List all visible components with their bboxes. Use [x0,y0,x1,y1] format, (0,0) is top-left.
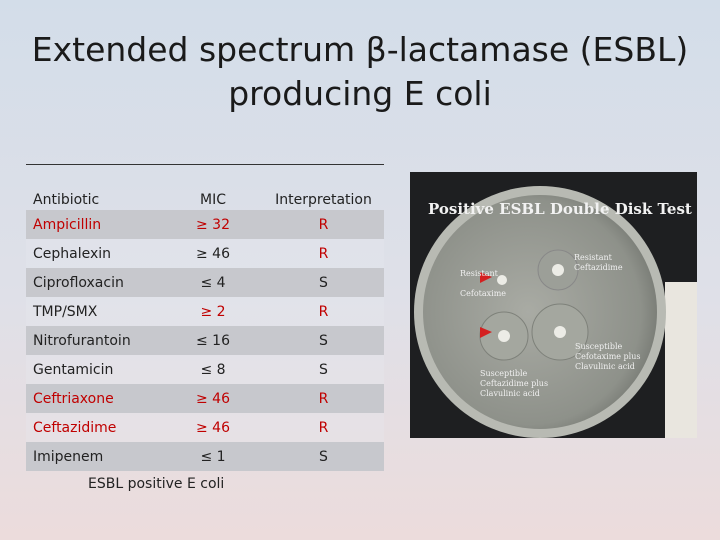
header-cell: Interpretation [275,192,372,208]
cell: ≥ 46 [163,239,263,268]
cell: TMP/SMX [26,297,163,326]
cell: ≥ 2 [163,297,263,326]
photo-label: Clavulinic acid [480,389,540,398]
photo-title: Positive ESBL Double Disk Test [428,200,692,218]
cell: R [263,239,384,268]
arrow [480,272,492,283]
photo-label: Cefotaxime plus [575,352,641,361]
mic-table: Antibiotic MIC Interpretation Ampicillin… [26,176,384,471]
cell: ≤ 4 [163,268,263,297]
cell: R [263,413,384,442]
header-row: Antibiotic MIC Interpretation [26,176,384,210]
photo-label: Ceftazidime plus [480,379,548,388]
cell: ≤ 8 [163,355,263,384]
cell: S [263,355,384,384]
disk [497,275,507,285]
row: Ampicillin ≥ 32 R [26,210,384,239]
disk [498,330,510,342]
photo-label: Clavulinic acid [575,362,635,371]
cell: ≥ 46 [163,384,263,413]
row: Cephalexin ≥ 46 R [26,239,384,268]
row: Ceftriaxone ≥ 46 R [26,384,384,413]
cell: S [263,326,384,355]
cell: S [263,268,384,297]
disk [552,264,564,276]
photo-label: Cefotaxime [460,289,506,298]
photo-label: Resistant [460,269,499,278]
cell: Ampicillin [26,210,163,239]
header-cell: Antibiotic [33,192,100,208]
photo-label: Resistant [574,253,613,262]
photo: Positive ESBL Double Disk Test Resistant… [410,172,697,438]
cell: Imipenem [26,442,163,471]
cell: ≥ 46 [163,413,263,442]
caption: ESBL positive E coli [88,476,225,492]
cell: S [263,442,384,471]
photo-label: Susceptible [575,342,623,351]
cell: Ciprofloxacin [26,268,163,297]
cell: R [263,297,384,326]
paper [665,282,697,438]
cell: ≥ 32 [163,210,263,239]
row: Ceftazidime ≥ 46 R [26,413,384,442]
cell: Ceftriaxone [26,384,163,413]
header-cell: MIC [200,192,226,208]
cell: R [263,210,384,239]
arrow [480,327,492,338]
title: Extended spectrum β-lactamase (ESBL) prod… [31,30,689,113]
cell: Cephalexin [26,239,163,268]
cell: Ceftazidime [26,413,163,442]
rule [26,164,384,165]
disk [554,326,566,338]
row: Nitrofurantoin ≤ 16 S [26,326,384,355]
cell: ≤ 1 [163,442,263,471]
cell: R [263,384,384,413]
photo-label: Ceftazidime [574,263,623,272]
photo-label: Susceptible [480,369,528,378]
cell: Nitrofurantoin [26,326,163,355]
cell: Gentamicin [26,355,163,384]
cell: ≤ 16 [163,326,263,355]
